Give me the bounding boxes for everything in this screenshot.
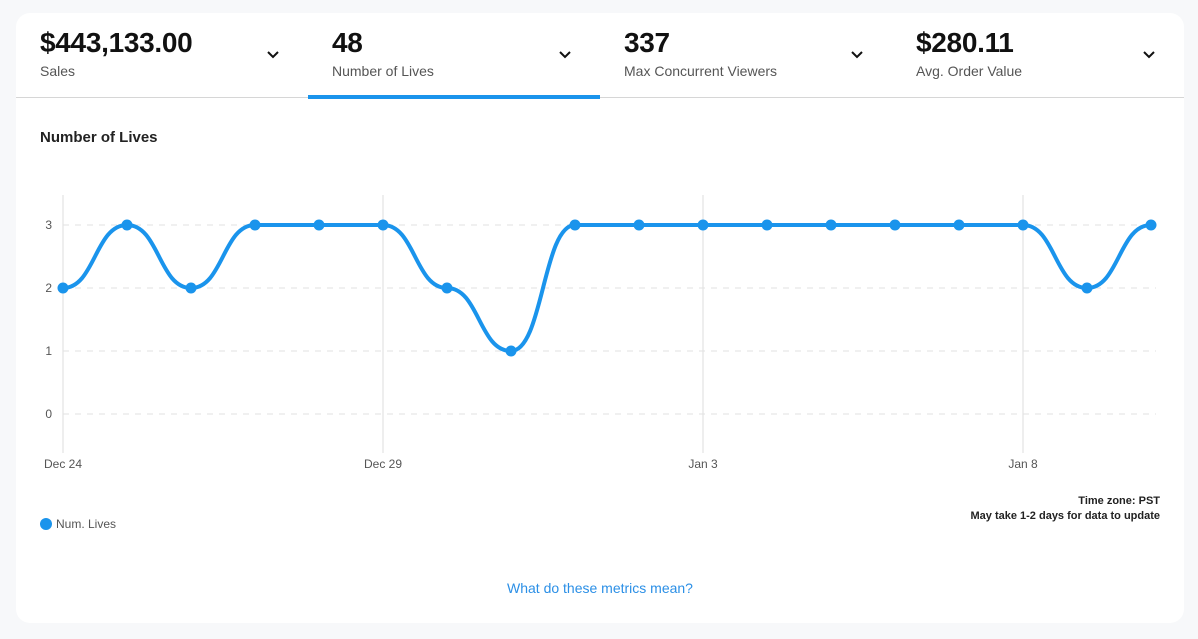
chart-notes: Time zone: PST May take 1-2 days for dat… bbox=[971, 494, 1161, 524]
svg-text:Jan 8: Jan 8 bbox=[1008, 457, 1038, 471]
metrics-card: $443,133.00 Sales 48 Number of Lives 337… bbox=[16, 13, 1184, 623]
svg-text:Dec 29: Dec 29 bbox=[364, 457, 402, 471]
legend-dot-icon bbox=[40, 518, 52, 530]
svg-text:2: 2 bbox=[45, 281, 52, 295]
svg-text:Jan 3: Jan 3 bbox=[688, 457, 718, 471]
chevron-down-icon[interactable] bbox=[1142, 47, 1156, 61]
svg-text:0: 0 bbox=[45, 407, 52, 421]
svg-text:3: 3 bbox=[45, 218, 52, 232]
chevron-down-icon[interactable] bbox=[558, 47, 572, 61]
tab-number-of-lives[interactable]: 48 Number of Lives bbox=[308, 13, 600, 99]
timezone-note: Time zone: PST bbox=[1078, 495, 1160, 507]
active-tab-indicator bbox=[308, 95, 600, 99]
metric-label: Max Concurrent Viewers bbox=[624, 63, 778, 79]
metric-value: 337 bbox=[624, 27, 670, 58]
metric-value: $280.11 bbox=[916, 27, 1014, 58]
metric-tabs: $443,133.00 Sales 48 Number of Lives 337… bbox=[16, 13, 1184, 99]
metric-label: Number of Lives bbox=[332, 63, 434, 79]
legend-label: Num. Lives bbox=[56, 517, 117, 531]
metric-label: Sales bbox=[40, 63, 76, 79]
metric-value: 48 bbox=[332, 27, 363, 58]
svg-text:1: 1 bbox=[45, 344, 52, 358]
metric-value: $443,133.00 bbox=[40, 27, 193, 58]
chevron-down-icon[interactable] bbox=[266, 47, 280, 61]
tab-avg-order-value[interactable]: $280.11 Avg. Order Value bbox=[892, 13, 1184, 97]
update-note: May take 1-2 days for data to update bbox=[970, 510, 1161, 522]
chart-title: Number of Lives bbox=[40, 129, 158, 146]
svg-text:Dec 24: Dec 24 bbox=[44, 457, 82, 471]
chevron-down-icon[interactable] bbox=[850, 47, 864, 61]
tab-sales[interactable]: $443,133.00 Sales bbox=[16, 13, 308, 97]
line-chart: Dec 24 Dec 29 Jan 3 Jan 8 0 1 2 3 bbox=[44, 195, 1157, 471]
metric-label: Avg. Order Value bbox=[916, 63, 1023, 79]
metrics-help-link[interactable]: What do these metrics mean? bbox=[507, 580, 693, 596]
tab-max-concurrent-viewers[interactable]: 337 Max Concurrent Viewers bbox=[600, 13, 892, 97]
chart-legend[interactable]: Num. Lives bbox=[40, 517, 116, 531]
